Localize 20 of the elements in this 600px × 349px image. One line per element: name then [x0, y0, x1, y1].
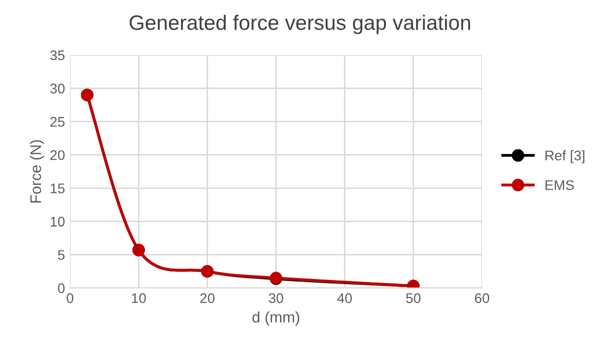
x-tick-label: 40 [337, 293, 352, 304]
x-axis-title: d (mm) [252, 311, 300, 326]
y-tick-label: 10 [50, 216, 65, 227]
y-tick-label: 25 [50, 116, 65, 127]
y-tick-label: 0 [58, 283, 65, 294]
legend-label: EMS [546, 180, 574, 190]
x-tick-label: 0 [66, 293, 74, 304]
y-axis-title: Force (N) [30, 140, 44, 202]
y-tick-label: 35 [50, 50, 65, 60]
x-tick-label: 60 [474, 293, 490, 304]
x-tick-label: 20 [200, 293, 215, 304]
y-tick-label: 30 [50, 84, 65, 94]
y-tick-label: 20 [50, 150, 65, 160]
legend-label: Ref [3] [546, 150, 584, 164]
x-tick-label: 10 [132, 293, 146, 304]
y-tick-label: 15 [50, 184, 65, 194]
x-tick-label: 50 [406, 293, 421, 304]
y-tick-label: 5 [58, 250, 65, 260]
x-tick-label: 30 [268, 293, 284, 304]
chart-title: Generated force versus gap variation [130, 14, 470, 34]
